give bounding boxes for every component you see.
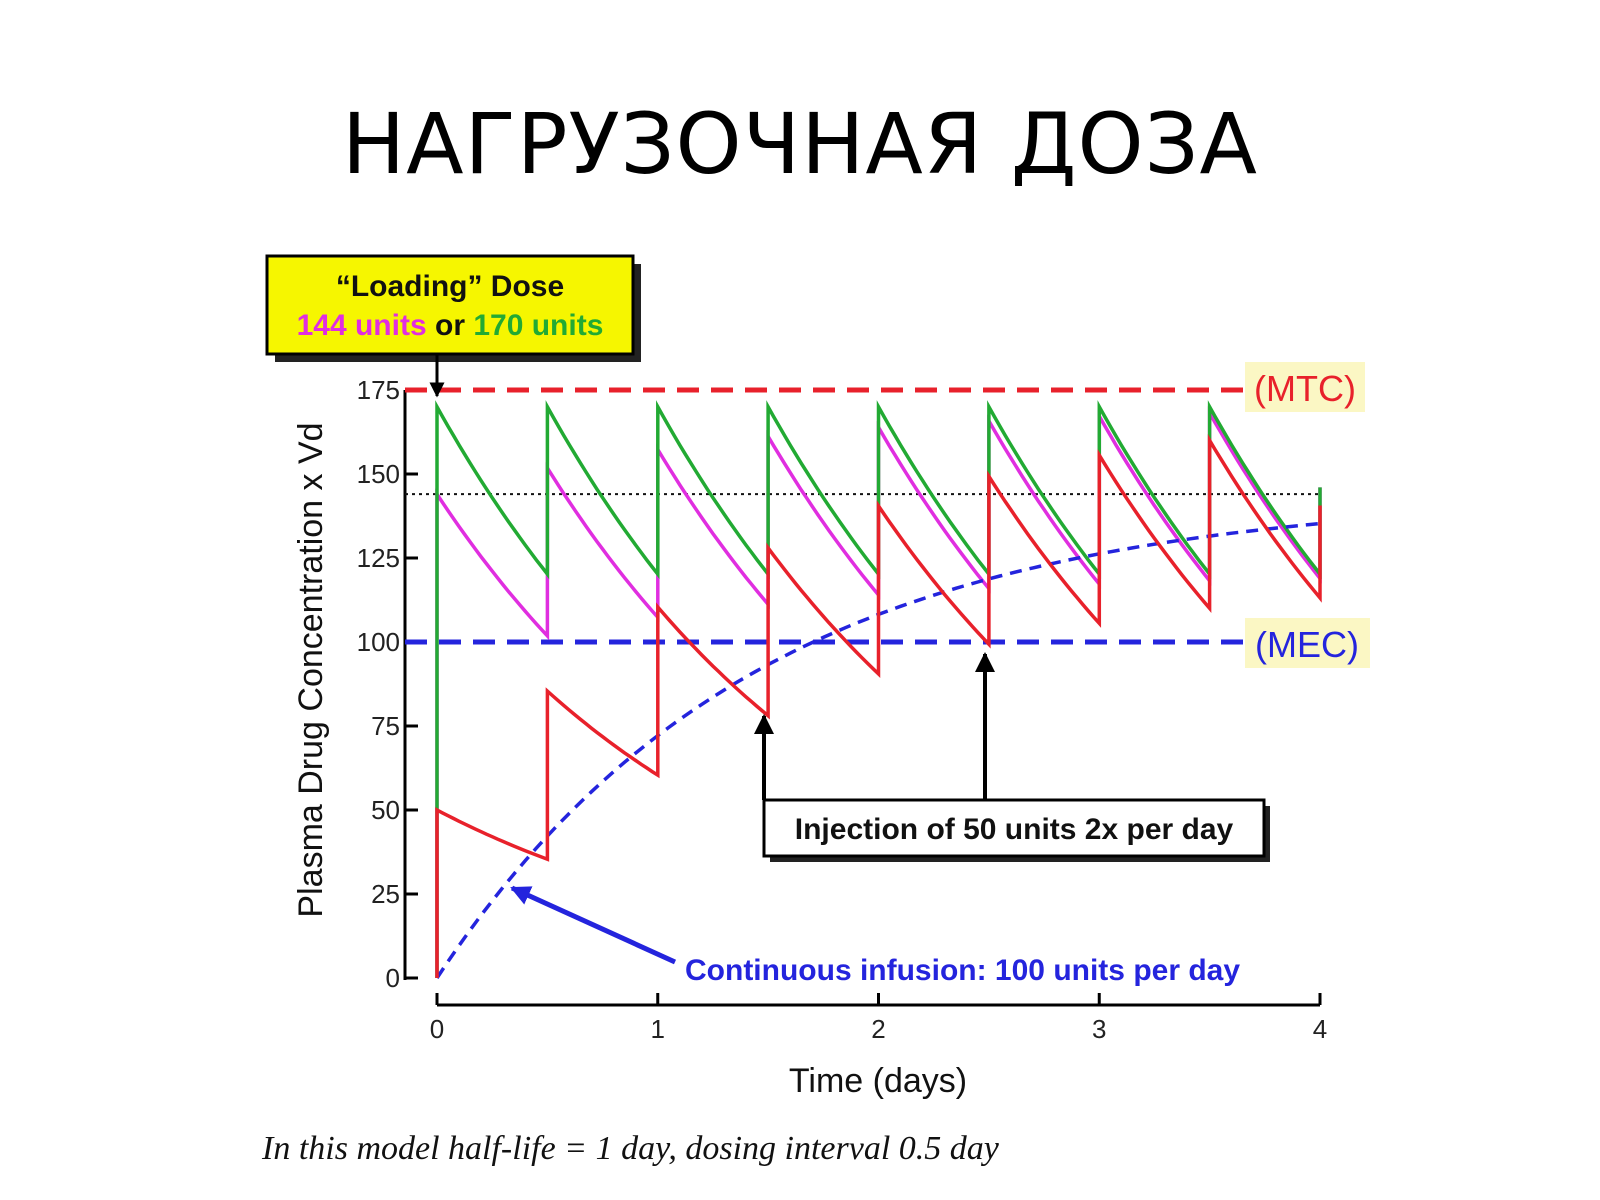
loading-or-label: or xyxy=(435,309,465,342)
mtc-label: (MTC) xyxy=(1254,368,1356,409)
injection-callout-box xyxy=(762,798,1266,858)
series-loading_170 xyxy=(435,400,1322,978)
x-tick-label: 2 xyxy=(871,1014,885,1044)
infusion-arrow xyxy=(510,885,677,965)
y-tick-label: 25 xyxy=(371,879,400,909)
mtc-label-highlight xyxy=(1245,362,1365,412)
series-layer xyxy=(435,400,1322,979)
loading-callout-box xyxy=(265,254,635,356)
x-tick-label: 4 xyxy=(1313,1014,1327,1044)
infusion-label: Continuous infusion: 100 units per day xyxy=(685,954,1240,987)
reference-lines xyxy=(405,387,1320,645)
x-tick-label: 3 xyxy=(1092,1014,1106,1044)
series-maintenance_only xyxy=(435,434,1322,978)
x-axis-title: Time (days) xyxy=(789,1062,967,1100)
mec-label: (MEC) xyxy=(1255,624,1359,665)
y-ticks: 0 25 50 75 100 125 150 175 xyxy=(357,375,418,993)
loading-170-label: 170 units xyxy=(473,309,603,342)
loading-callout-title: “Loading” Dose xyxy=(336,270,564,303)
y-tick-label: 125 xyxy=(357,543,400,573)
y-tick-label: 75 xyxy=(371,711,400,741)
y-tick-label: 150 xyxy=(357,459,400,489)
y-tick-label: 175 xyxy=(357,375,400,405)
mec-label-highlight xyxy=(1245,618,1370,668)
y-tick-label: 100 xyxy=(357,627,400,657)
x-tick-label: 0 xyxy=(430,1014,444,1044)
loading-144-label: 144 units xyxy=(297,309,427,342)
injection-callout-label: Injection of 50 units 2x per day xyxy=(795,813,1234,846)
y-axis-title: Plasma Drug Concentration x Vd xyxy=(292,422,330,917)
x-tick-label: 1 xyxy=(651,1014,665,1044)
model-caption: In this model half-life = 1 day, dosing … xyxy=(262,1130,999,1167)
loading-callout-doses: 144 units or 170 units xyxy=(297,309,604,342)
slide-title: НАГРУЗОЧНАЯ ДОЗА xyxy=(341,95,1258,193)
y-tick-label: 50 xyxy=(371,795,400,825)
x-ticks: 0 1 2 3 4 xyxy=(430,993,1327,1044)
y-tick-label: 0 xyxy=(386,963,400,993)
